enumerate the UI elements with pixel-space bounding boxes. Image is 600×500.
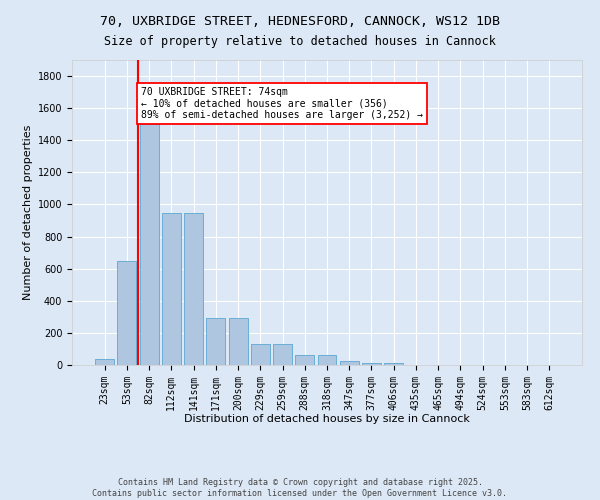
Bar xyxy=(95,358,114,365)
Y-axis label: Number of detached properties: Number of detached properties xyxy=(23,125,34,300)
Text: Size of property relative to detached houses in Cannock: Size of property relative to detached ho… xyxy=(104,35,496,48)
Text: Contains HM Land Registry data © Crown copyright and database right 2025.
Contai: Contains HM Land Registry data © Crown c… xyxy=(92,478,508,498)
Bar xyxy=(229,318,248,365)
Bar xyxy=(184,212,203,365)
Bar xyxy=(384,364,403,365)
Text: 70 UXBRIDGE STREET: 74sqm
← 10% of detached houses are smaller (356)
89% of semi: 70 UXBRIDGE STREET: 74sqm ← 10% of detac… xyxy=(142,88,424,120)
Bar xyxy=(118,260,136,365)
Bar xyxy=(295,354,314,365)
Bar xyxy=(317,354,337,365)
Bar xyxy=(273,344,292,365)
Bar xyxy=(362,364,381,365)
X-axis label: Distribution of detached houses by size in Cannock: Distribution of detached houses by size … xyxy=(184,414,470,424)
Bar xyxy=(340,361,359,365)
Text: 70, UXBRIDGE STREET, HEDNESFORD, CANNOCK, WS12 1DB: 70, UXBRIDGE STREET, HEDNESFORD, CANNOCK… xyxy=(100,15,500,28)
Bar xyxy=(206,318,225,365)
Bar xyxy=(251,344,270,365)
Bar xyxy=(140,124,158,365)
Bar xyxy=(162,212,181,365)
